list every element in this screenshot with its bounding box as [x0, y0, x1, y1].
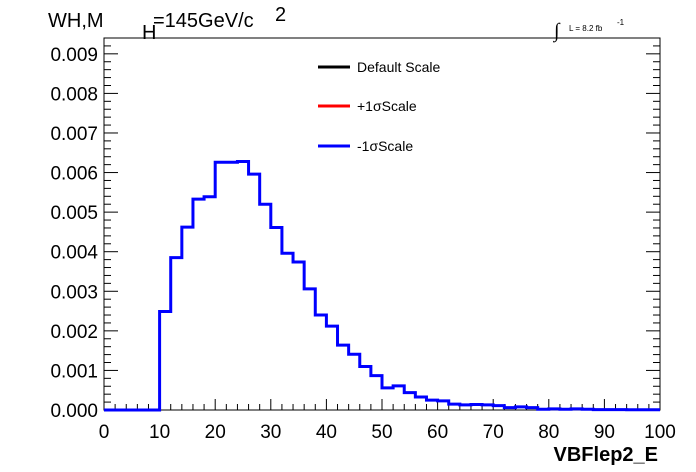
- title-main: WH,M: [48, 10, 104, 32]
- y-tick-label: 0.004: [50, 243, 98, 264]
- series-step-line: [104, 159, 660, 412]
- x-tick-label: 20: [205, 422, 226, 443]
- legend: Default Scale +1σScale -1σScale: [318, 59, 440, 154]
- y-tick-label: 0.008: [50, 84, 98, 105]
- y-tick-label: 0.005: [50, 203, 98, 224]
- legend-label-minus: -1σScale: [357, 138, 413, 154]
- title-rest: =145GeV/c: [153, 10, 254, 32]
- y-tick-label: 0.007: [50, 124, 98, 145]
- y-tick-label: 0.000: [50, 401, 98, 422]
- title-superscript: 2: [275, 4, 286, 26]
- luminosity-label: L = 8.2 fb: [569, 24, 603, 33]
- y-tick-label: 0.002: [50, 322, 98, 343]
- series-group: [104, 159, 660, 412]
- legend-label-default: Default Scale: [357, 59, 440, 75]
- x-tick-label: 100: [644, 422, 676, 443]
- x-axis-label: VBFlep2_E: [554, 444, 658, 466]
- plot-frame: [103, 37, 661, 411]
- x-tick-label: 40: [316, 422, 337, 443]
- x-axis: 0 10 20 30 40 50 60 70 80 90 100: [99, 399, 676, 443]
- x-tick-label: 90: [594, 422, 615, 443]
- y-tick-label: 0.001: [50, 361, 98, 382]
- y-tick-label: 0.006: [50, 164, 98, 185]
- x-tick-label: 10: [149, 422, 170, 443]
- x-tick-label: 50: [371, 422, 392, 443]
- x-tick-label: 70: [483, 422, 504, 443]
- legend-label-plus: +1σScale: [357, 98, 417, 114]
- x-tick-label: 80: [538, 422, 559, 443]
- title-subscript: H: [142, 22, 156, 44]
- x-tick-label: 60: [427, 422, 448, 443]
- integral-symbol: ∫: [552, 20, 561, 43]
- x-tick-label: 30: [260, 422, 281, 443]
- luminosity-superscript: -1: [617, 18, 625, 27]
- y-axis: 0.000 0.001 0.002 0.003 0.004 0.005 0.006 0.007…: [50, 37, 660, 422]
- y-tick-label: 0.003: [50, 282, 98, 303]
- x-tick-label: 0: [99, 422, 110, 443]
- y-tick-label: 0.009: [50, 45, 98, 66]
